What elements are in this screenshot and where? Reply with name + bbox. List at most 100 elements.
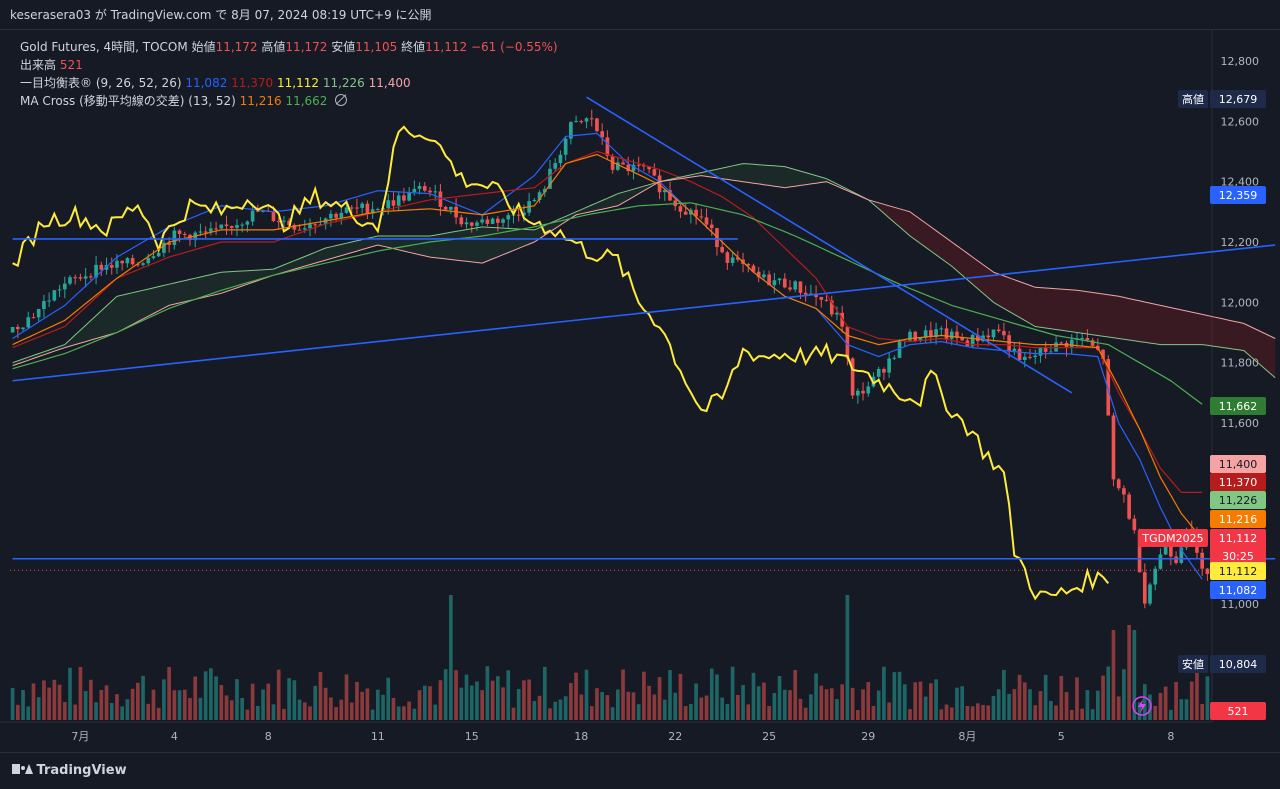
volume-bar: [527, 679, 531, 720]
volume-bar: [558, 699, 563, 720]
candle-body: [235, 225, 239, 228]
symbol-name: Gold Futures, 4時間, TOCOM: [20, 40, 188, 54]
candle: [198, 223, 203, 236]
price-tag-value: 11,112: [1219, 532, 1258, 545]
price-tag-value: 10,804: [1219, 658, 1258, 671]
volume-bar: [569, 683, 573, 720]
indicator-lines: [12, 125, 1276, 601]
volume-bar: [908, 709, 912, 720]
candle-body: [662, 190, 667, 193]
volume-bar: [647, 685, 651, 720]
candle-body: [991, 329, 996, 338]
price-tag-value: 11,216: [1219, 513, 1258, 526]
price-tag-box: [1210, 581, 1266, 599]
volume-bar: [819, 685, 824, 720]
candle: [939, 326, 944, 336]
candle-body: [652, 169, 657, 176]
candle-body: [829, 300, 834, 315]
candle-body: [120, 260, 124, 264]
volume-bar: [339, 699, 344, 720]
volume-bar: [595, 688, 599, 720]
candle-body: [47, 300, 51, 302]
cloud-segment: [1254, 328, 1265, 369]
cloud-segment: [816, 175, 827, 184]
candle: [172, 226, 177, 250]
price-chart[interactable]: 12,800 12,600 12,400 12,200 12,000 11,800 11,6…: [0, 30, 1280, 752]
candle-body: [464, 222, 469, 225]
price-tag-tenkan: 11,082: [1210, 581, 1266, 599]
volume-bar: [323, 687, 328, 720]
candle: [908, 329, 912, 342]
candle: [1049, 345, 1053, 353]
legend-symbol-row[interactable]: Gold Futures, 4時間, TOCOM 始値11,172 高値11,1…: [20, 38, 558, 56]
volume-bar: [1106, 666, 1111, 720]
candle-body: [762, 274, 766, 278]
candle-body: [407, 192, 411, 201]
candle: [68, 275, 72, 286]
volume-bar: [141, 675, 145, 720]
candle-body: [136, 264, 140, 266]
volume-bar: [78, 666, 83, 720]
volume-bar: [574, 672, 578, 720]
volume-bar: [1028, 689, 1032, 720]
cloud-segment: [409, 235, 420, 255]
candle-body: [955, 331, 959, 338]
legend-ma-row[interactable]: MA Cross (移動平均線の交差) (13, 52) 11,216 11,6…: [20, 92, 558, 110]
cloud-segment: [75, 325, 86, 345]
volume-bar: [365, 688, 370, 720]
candle-body: [798, 281, 803, 293]
volume-bar: [266, 683, 271, 720]
candle: [584, 117, 589, 129]
candle: [1033, 349, 1038, 365]
cloud-segment: [1118, 296, 1130, 341]
legend-volume-row[interactable]: 出来高 521: [20, 56, 558, 74]
cloud-segment: [148, 286, 159, 317]
volume-bar: [1111, 630, 1116, 720]
volume-bar: [318, 672, 323, 720]
volume-bar: [584, 669, 589, 720]
volume-bar: [871, 706, 876, 720]
candle-body: [31, 317, 36, 319]
volume-bar: [282, 708, 286, 720]
volume-bar: [965, 705, 970, 720]
candle-body: [1049, 351, 1053, 353]
candle: [10, 326, 15, 333]
candle-body: [287, 220, 291, 225]
volume-bar: [167, 667, 171, 720]
x-tick-label: 25: [762, 730, 776, 743]
price-tag-low: 10,804 安値: [1178, 655, 1266, 673]
volume-bar: [829, 688, 834, 720]
cloud-segment: [617, 190, 629, 206]
hidden-eye-icon[interactable]: [335, 94, 348, 106]
volume-bar: [1179, 699, 1184, 720]
cloud-segment: [1233, 321, 1244, 351]
cloud-segment: [1129, 298, 1140, 342]
volume-bar: [1205, 676, 1210, 720]
price-tag-value: 11,662: [1219, 400, 1258, 413]
brand[interactable]: TradingView: [12, 763, 127, 778]
candle-body: [876, 368, 881, 377]
candle-body: [516, 214, 521, 216]
volume-bar: [1054, 705, 1058, 720]
volume-bar: [62, 702, 67, 720]
ichimoku-label: 一目均衡表® (9, 26, 52, 26): [20, 76, 182, 90]
volume-bar: [209, 668, 213, 720]
volume-bar: [162, 679, 166, 720]
volume-bar: [485, 666, 490, 720]
volume-bar: [709, 668, 714, 720]
cloud-segment: [763, 165, 775, 187]
volume-bar: [1132, 630, 1137, 720]
volume-bar: [360, 691, 364, 720]
candle: [694, 203, 698, 225]
volume-bar: [344, 674, 349, 720]
volume-bar: [720, 697, 724, 720]
price-tag-senkou-a: 11,226: [1210, 491, 1266, 509]
candle-body: [1059, 342, 1064, 344]
legend-ichimoku-row[interactable]: 一目均衡表® (9, 26, 52, 26) 11,082 11,370 11,…: [20, 74, 558, 92]
candle: [589, 109, 594, 127]
candle: [683, 203, 688, 216]
candle: [662, 188, 667, 201]
candle: [861, 382, 865, 401]
candle-body: [923, 330, 928, 338]
candle-body: [52, 290, 57, 301]
